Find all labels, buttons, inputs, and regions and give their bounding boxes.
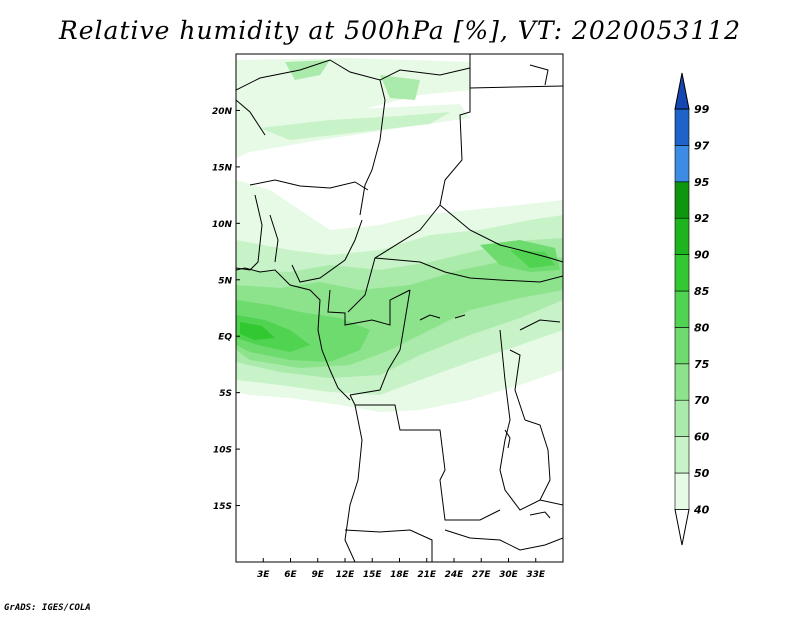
country-border <box>509 349 526 421</box>
country-border <box>269 214 279 263</box>
country-border <box>374 257 563 283</box>
colorbar-bin <box>674 436 690 474</box>
lat-tick-label: 5N <box>218 276 232 286</box>
lake-outline <box>529 511 551 519</box>
humidity-contour <box>236 315 310 352</box>
colorbar-label: 70 <box>694 394 710 407</box>
colorbar-label: 92 <box>694 212 710 225</box>
map-borders <box>236 54 563 562</box>
lon-tick-label: 18E <box>390 570 410 580</box>
country-border <box>236 99 266 136</box>
colorbar-bin <box>674 181 690 219</box>
colorbar-label: 60 <box>694 431 710 444</box>
lat-tick-label: 10N <box>212 220 233 230</box>
country-border <box>439 204 563 263</box>
humidity-contour <box>285 60 330 80</box>
lon-tick-label: 15E <box>363 570 383 580</box>
lat-tick-label: 15S <box>213 502 232 512</box>
lat-axis: 20N 15N 10N 5N EQ 5S 10S 15S <box>212 107 240 512</box>
colorbar-bin <box>674 217 690 255</box>
colorbar-bin <box>674 72 690 110</box>
country-border <box>344 529 433 562</box>
country-border <box>524 419 551 501</box>
colorbar-bin <box>674 363 690 401</box>
coastline <box>529 64 549 86</box>
humidity-contour <box>380 75 420 100</box>
colorbar-label: 80 <box>694 321 710 334</box>
lat-tick-label: 10S <box>213 446 232 456</box>
lon-tick-label: 27E <box>472 570 492 580</box>
country-border <box>349 289 411 396</box>
colorbar-label: 95 <box>694 176 710 189</box>
colorbar-bin <box>674 508 690 546</box>
coastline <box>236 267 351 401</box>
colorbar-bin <box>674 145 690 183</box>
lake-outline <box>504 429 511 449</box>
grads-credit: GrADS: IGES/COLA <box>4 603 91 613</box>
lon-axis: 3E 6E 9E 12E 15E 18E 21E 24E 27E 30E 33E <box>257 558 546 580</box>
country-border <box>359 79 386 216</box>
colorbar-label: 75 <box>694 358 710 371</box>
lat-tick-label: EQ <box>218 333 232 343</box>
country-border <box>444 529 563 551</box>
lon-tick-label: 21E <box>417 570 437 580</box>
colorbar-label: 50 <box>694 467 710 480</box>
humidity-field <box>236 58 563 412</box>
country-border <box>236 194 263 271</box>
country-border <box>519 319 561 331</box>
lon-tick-label: 9E <box>312 570 325 580</box>
humidity-contour <box>510 250 555 268</box>
lat-tick-label: 15N <box>212 163 233 173</box>
colorbar-bin <box>674 254 690 292</box>
humidity-contour <box>260 112 450 140</box>
lat-tick-label: 5S <box>219 389 232 399</box>
colorbar-bin <box>674 399 690 437</box>
lon-tick-label: 12E <box>336 570 356 580</box>
colorbar-label: 90 <box>694 249 710 262</box>
lat-tick-label: 20N <box>212 107 233 117</box>
country-border <box>249 179 369 191</box>
country-border <box>344 404 363 562</box>
country-border <box>327 289 411 326</box>
country-border <box>499 329 563 511</box>
lake-outline <box>419 314 466 321</box>
colorbar: 40 50 60 70 75 80 85 90 92 95 97 99 <box>674 72 710 546</box>
colorbar-bin <box>674 290 690 328</box>
lon-tick-label: 24E <box>445 570 465 580</box>
country-border <box>469 85 563 89</box>
colorbar-label: 97 <box>694 139 710 152</box>
colorbar-label: 99 <box>694 103 710 116</box>
lon-tick-label: 33E <box>526 570 546 580</box>
country-border <box>349 394 501 521</box>
lon-tick-label: 6E <box>284 570 297 580</box>
country-border <box>291 219 363 283</box>
colorbar-bin <box>674 108 690 146</box>
colorbar-label: 85 <box>694 285 710 298</box>
lon-tick-label: 3E <box>257 570 270 580</box>
lon-tick-label: 30E <box>499 570 519 580</box>
colorbar-bin <box>674 472 690 510</box>
country-border <box>236 59 471 91</box>
colorbar-bin <box>674 327 690 365</box>
colorbar-label: 40 <box>693 503 710 516</box>
humidity-contour <box>240 322 275 340</box>
chart-title: Relative humidity at 500hPa [%], VT: 202… <box>58 16 742 45</box>
